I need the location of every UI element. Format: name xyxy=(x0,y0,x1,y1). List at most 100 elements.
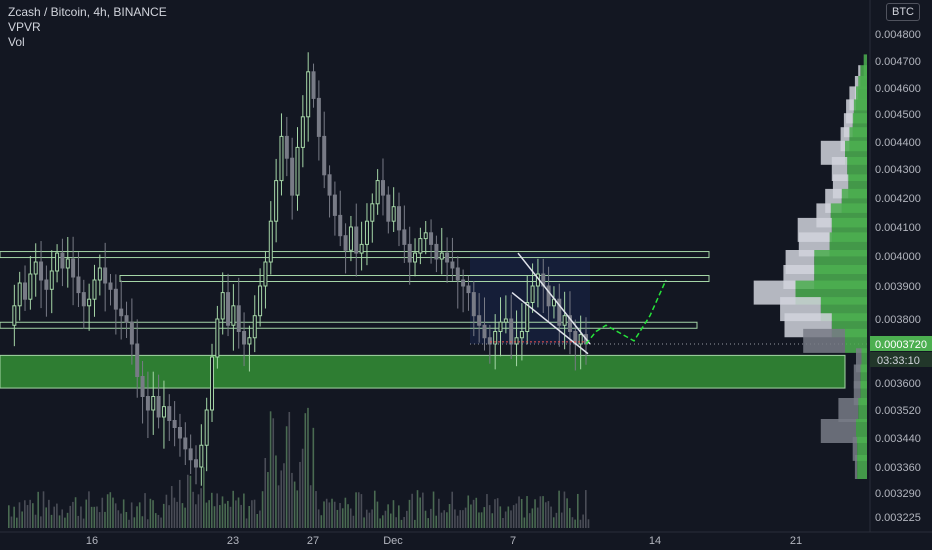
volume-bar xyxy=(256,513,259,528)
volume-bar xyxy=(133,517,136,528)
volume-bar xyxy=(157,514,160,528)
volume-bar xyxy=(98,512,101,528)
volume-bar xyxy=(574,519,576,528)
volume-bar xyxy=(93,506,96,528)
volume-bar xyxy=(50,514,53,528)
volume-bar xyxy=(232,490,234,528)
price-tick-label: 0.004200 xyxy=(875,193,921,205)
vp-bar-up xyxy=(857,436,867,461)
vpvr-indicator-label[interactable]: VPVR xyxy=(8,20,41,34)
candle-body xyxy=(562,315,567,326)
volume-bar xyxy=(494,499,496,528)
volume-bar xyxy=(277,485,280,528)
volume-bar xyxy=(491,513,494,528)
currency-badge[interactable]: BTC xyxy=(886,3,920,21)
volume-bar xyxy=(146,519,149,528)
volume-bar xyxy=(251,500,253,528)
vp-bar-down xyxy=(840,127,850,152)
volume-bar xyxy=(531,508,534,528)
volume-bar xyxy=(462,510,464,528)
volume-bar xyxy=(104,511,106,528)
candle-body xyxy=(397,206,402,231)
candle-body xyxy=(509,318,514,345)
volume-bar xyxy=(203,467,205,528)
volume-bar xyxy=(77,515,80,528)
candle-body xyxy=(220,292,225,320)
volume-bar xyxy=(507,506,510,528)
time-axis: 16 23 27 Dec 7 14 21 xyxy=(86,535,802,547)
candle-body xyxy=(263,261,268,287)
candle-body xyxy=(124,315,129,323)
volume-bar xyxy=(267,472,269,528)
volume-bar xyxy=(542,496,544,528)
volume-bar xyxy=(448,504,451,528)
price-tick-label: 0.004000 xyxy=(875,251,921,263)
candle-body xyxy=(407,243,412,263)
volume-bar xyxy=(8,505,10,528)
volume-bar xyxy=(253,499,256,528)
candle-body xyxy=(108,282,113,290)
volume-bar xyxy=(512,505,515,528)
candle-body xyxy=(418,238,423,254)
volume-bar xyxy=(373,490,376,528)
volume-bar xyxy=(243,493,245,528)
candle-body xyxy=(140,376,145,397)
candle-body xyxy=(386,194,391,222)
vp-bar-up xyxy=(857,455,867,479)
volume-bar xyxy=(69,505,72,528)
candle-body xyxy=(76,276,81,294)
volume-bar xyxy=(309,485,312,528)
volume-bar xyxy=(510,510,512,528)
volume-bar xyxy=(333,501,336,528)
symbol-title[interactable]: Zcash / Bitcoin, 4h, BINANCE xyxy=(8,5,167,19)
trendline-upper xyxy=(517,252,591,345)
time-tick-label: 7 xyxy=(510,535,516,547)
candle-body xyxy=(332,194,337,216)
candle-body xyxy=(23,282,28,300)
volume-bar xyxy=(430,508,432,528)
candle-body xyxy=(236,305,241,332)
volume-bar xyxy=(144,493,146,528)
volume-bar xyxy=(189,475,192,528)
price-tick-label: 0.004300 xyxy=(875,164,921,176)
volume-bar xyxy=(213,506,216,528)
candle-body xyxy=(167,406,172,421)
volume-bar xyxy=(37,491,39,528)
volume-bar xyxy=(579,519,582,528)
volume-bar xyxy=(285,426,288,528)
volume-bar xyxy=(74,497,77,528)
vp-bar-up xyxy=(858,398,867,422)
volume-indicator-label[interactable]: Vol xyxy=(8,35,25,49)
candle-body xyxy=(375,180,380,205)
volume-bar xyxy=(582,514,584,528)
volume-bar xyxy=(186,474,189,528)
volume-bar xyxy=(125,511,128,528)
candle-body xyxy=(290,157,295,196)
candle-body xyxy=(498,321,503,332)
volume-bar xyxy=(398,505,400,528)
price-tick-label: 0.003520 xyxy=(875,405,921,417)
sr-line xyxy=(119,275,710,282)
candle-body xyxy=(242,331,247,345)
volume-bar xyxy=(325,498,328,528)
candle-body xyxy=(97,267,102,281)
volume-bar xyxy=(472,499,475,528)
time-tick-label: 14 xyxy=(649,535,661,547)
volume-bar xyxy=(224,503,226,528)
volume-bar xyxy=(219,505,221,528)
volume-bar xyxy=(56,503,58,528)
volume-bar xyxy=(365,509,368,528)
volume-bar xyxy=(464,507,467,528)
volume-bar xyxy=(269,411,272,528)
candle-body xyxy=(161,406,166,418)
volume-bar xyxy=(288,411,291,528)
volume-bar xyxy=(301,448,304,528)
candle-body xyxy=(359,243,364,254)
candle-body xyxy=(49,270,54,290)
candle-body xyxy=(391,206,396,222)
volume-bar xyxy=(216,493,218,528)
vp-bar-up xyxy=(856,86,867,111)
volume-bar xyxy=(520,498,523,528)
volume-bar xyxy=(328,502,331,528)
